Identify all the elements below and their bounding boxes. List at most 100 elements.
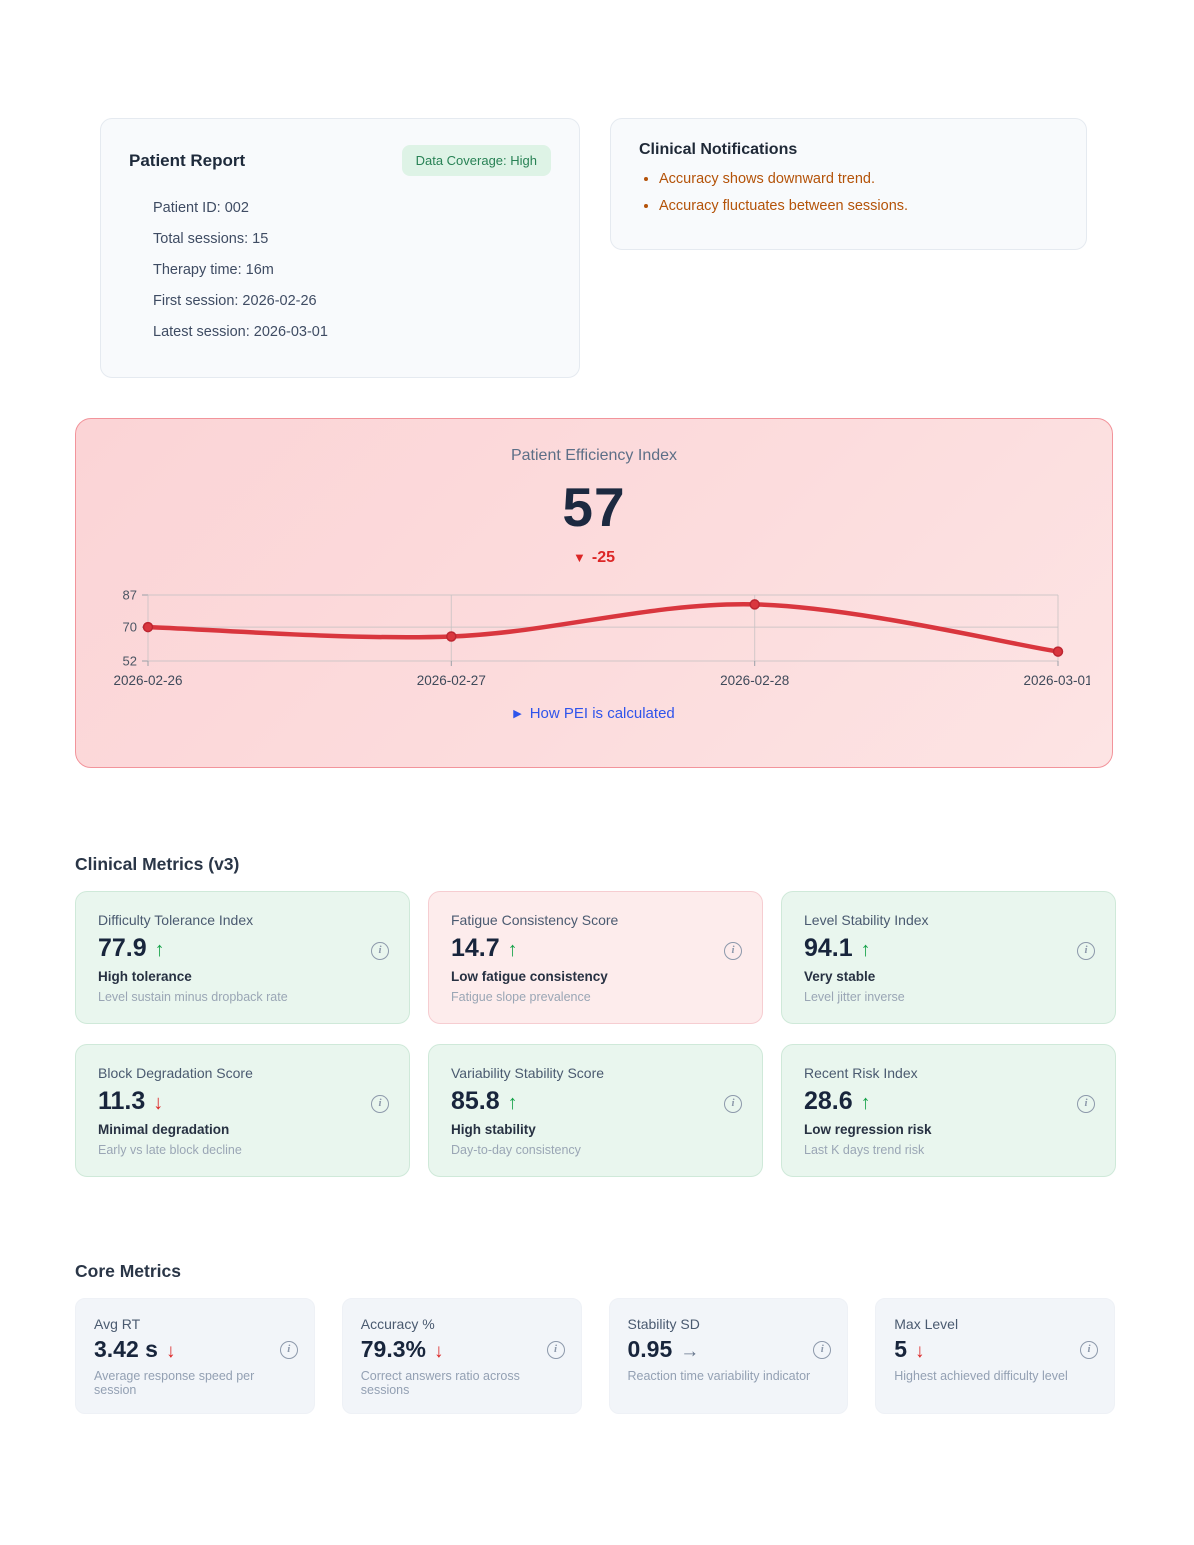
svg-text:2026-02-26: 2026-02-26 [113, 673, 182, 688]
patient-report-title: Patient Report [129, 150, 246, 170]
metric-description: Fatigue slope prevalence [451, 990, 591, 1004]
clinical-notifications-card: Clinical Notifications Accuracy shows do… [610, 118, 1087, 250]
notifications-title: Clinical Notifications [639, 141, 798, 158]
info-icon[interactable]: i [724, 1095, 742, 1113]
play-icon: ▶ [513, 708, 522, 720]
info-icon[interactable]: i [724, 942, 742, 960]
info-icon[interactable]: i [1077, 942, 1095, 960]
how-pei-link-label: How PEI is calculated [529, 705, 675, 722]
metric-value: 28.6 [804, 1087, 853, 1115]
top-row: Patient Report Data Coverage: High Patie… [0, 118, 1194, 378]
metric-title: Level Stability Index [804, 912, 929, 928]
metric-card-level-stability: Level Stability Index 94.1 ↑ Very stable … [781, 891, 1116, 1024]
patient-report-card: Patient Report Data Coverage: High Patie… [100, 118, 580, 378]
svg-text:2026-02-28: 2026-02-28 [720, 673, 789, 688]
info-icon[interactable]: i [371, 1095, 389, 1113]
info-icon[interactable]: i [813, 1341, 832, 1359]
info-icon[interactable]: i [279, 1341, 298, 1359]
metric-title: Variability Stability Score [451, 1065, 605, 1081]
core-metric-title: Avg RT [94, 1316, 141, 1332]
clinical-metrics-grid: Difficulty Tolerance Index 77.9 ↑ High to… [75, 891, 1116, 1177]
core-card-accuracy: Accuracy % 79.3% ↓ Correct answers ratio … [341, 1298, 582, 1414]
core-metric-title: Max Level [894, 1316, 959, 1332]
latest-session-row: Latest session: 2026-03-01 [153, 324, 328, 340]
metric-title: Difficulty Tolerance Index [98, 912, 254, 928]
triangle-down-icon: ▼ [573, 550, 586, 565]
pei-title: Patient Efficiency Index [510, 447, 678, 464]
core-metric-description: Correct answers ratio across sessions [360, 1369, 520, 1397]
total-sessions-row: Total sessions: 15 [153, 231, 269, 247]
pei-line-chart-svg: 87 70 52 2026-02-26 2026-02-27 2026-02-28 2026… [113, 588, 1090, 689]
core-metric-value: 79.3% [360, 1336, 426, 1362]
how-pei-calculated-link[interactable]: ▶ How PEI is calculated [513, 705, 675, 722]
metric-value: 77.9 [98, 934, 147, 962]
metric-status: High tolerance [98, 969, 192, 984]
info-icon[interactable]: i [546, 1341, 565, 1359]
core-metric-title: Accuracy % [360, 1316, 435, 1332]
core-metric-title: Stability SD [627, 1316, 700, 1332]
core-metrics-heading: Core Metrics [75, 1261, 182, 1281]
metric-card-variability-stability: Variability Stability Score 85.8 ↑ High s… [428, 1044, 763, 1177]
notification-item: Accuracy fluctuates between sessions. [659, 198, 1058, 214]
metric-value: 94.1 [804, 934, 853, 962]
core-metric-value: 3.42 s [94, 1336, 158, 1362]
metric-status: Very stable [804, 969, 876, 984]
metric-title: Recent Risk Index [804, 1065, 918, 1081]
pei-card: Patient Efficiency Index 57 ▼ -25 87 70 52 2… [75, 418, 1113, 768]
pei-chart: 87 70 52 2026-02-26 2026-02-27 2026-02-28 2026… [100, 581, 1090, 695]
clinical-metrics-heading: Clinical Metrics (v3) [75, 854, 240, 874]
svg-text:2026-02-27: 2026-02-27 [417, 673, 486, 688]
core-card-max-level: Max Level 5 ↓ Highest achieved difficulty… [875, 1298, 1115, 1414]
therapy-time-row: Therapy time: 16m [153, 262, 274, 278]
core-metric-description: Reaction time variability indicator [627, 1369, 811, 1383]
metric-card-fatigue-consistency: Fatigue Consistency Score 14.7 ↑ Low fati… [428, 891, 763, 1024]
data-coverage-badge: Data Coverage: High [401, 145, 551, 176]
svg-text:52: 52 [123, 654, 137, 669]
metric-description: Level sustain minus dropback rate [98, 990, 288, 1004]
metric-card-recent-risk: Recent Risk Index 28.6 ↑ Low regression r… [781, 1044, 1116, 1177]
metric-card-block-degradation: Block Degradation Score 11.3 ↓ Minimal de… [75, 1044, 410, 1177]
first-session-row: First session: 2026-02-26 [153, 293, 317, 309]
core-card-stability-sd: Stability SD 0.95 → Reaction time variabi… [608, 1298, 849, 1414]
info-icon[interactable]: i [1080, 1341, 1098, 1359]
core-metrics-grid: Avg RT 3.42 s ↓ Average response speed pe… [75, 1298, 1115, 1414]
svg-text:70: 70 [123, 620, 137, 635]
patient-id-row: Patient ID: 002 [153, 200, 249, 216]
metric-title: Block Degradation Score [98, 1065, 253, 1081]
trend-down-icon: ↓ [153, 1092, 164, 1114]
metric-value: 85.8 [451, 1087, 500, 1115]
core-metric-description: Average response speed per session [94, 1369, 255, 1397]
metric-description: Level jitter inverse [804, 990, 905, 1004]
info-icon[interactable]: i [1077, 1095, 1095, 1113]
core-card-avg-rt: Avg RT 3.42 s ↓ Average response speed pe… [75, 1298, 315, 1414]
metric-description: Day-to-day consistency [451, 1143, 581, 1157]
metric-card-difficulty-tolerance: Difficulty Tolerance Index 77.9 ↑ High to… [75, 891, 410, 1024]
pei-delta: ▼ -25 [100, 549, 1088, 567]
trend-up-icon: ↑ [860, 1092, 871, 1114]
trend-down-icon: ↓ [915, 1341, 925, 1362]
notification-item: Accuracy shows downward trend. [659, 171, 1058, 187]
pei-value: 57 [562, 476, 626, 538]
trend-up-icon: ↑ [507, 939, 518, 961]
trend-flat-icon: → [680, 1341, 700, 1362]
metric-status: Low regression risk [804, 1122, 932, 1137]
metric-value: 11.3 [98, 1087, 146, 1115]
svg-text:2026-03-01: 2026-03-01 [1023, 673, 1090, 688]
metric-description: Last K days trend risk [804, 1143, 925, 1157]
metric-description: Early vs late block decline [98, 1143, 242, 1157]
core-metric-value: 5 [894, 1336, 908, 1362]
metric-status: Low fatigue consistency [451, 969, 608, 984]
info-icon[interactable]: i [371, 942, 389, 960]
trend-down-icon: ↓ [433, 1341, 444, 1362]
metric-status: High stability [451, 1122, 536, 1137]
svg-text:87: 87 [123, 588, 137, 603]
trend-up-icon: ↑ [507, 1092, 518, 1114]
trend-down-icon: ↓ [165, 1341, 176, 1362]
metric-title: Fatigue Consistency Score [451, 912, 619, 928]
core-metric-value: 0.95 [627, 1336, 673, 1362]
trend-up-icon: ↑ [860, 939, 871, 961]
metric-status: Minimal degradation [98, 1122, 230, 1137]
pei-delta-value: -25 [591, 549, 615, 566]
core-metric-description: Highest achieved difficulty level [894, 1369, 1068, 1383]
trend-up-icon: ↑ [154, 939, 165, 961]
